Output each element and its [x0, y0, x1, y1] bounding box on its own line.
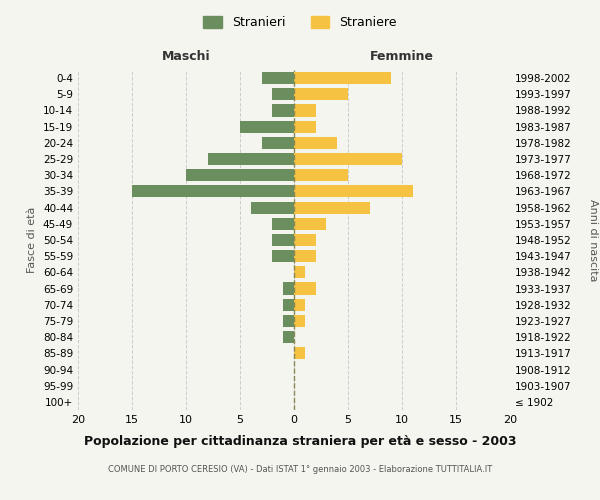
Bar: [283, 298, 294, 311]
Bar: [294, 88, 348, 101]
Bar: [294, 298, 305, 311]
Bar: [272, 104, 294, 117]
Y-axis label: Fasce di età: Fasce di età: [28, 207, 37, 273]
Bar: [294, 153, 402, 165]
Legend: Stranieri, Straniere: Stranieri, Straniere: [198, 11, 402, 34]
Bar: [294, 282, 316, 294]
Text: Maschi: Maschi: [161, 50, 211, 63]
Bar: [262, 72, 294, 84]
Bar: [272, 88, 294, 101]
Bar: [294, 137, 337, 149]
Bar: [208, 153, 294, 165]
Bar: [186, 169, 294, 181]
Bar: [294, 202, 370, 213]
Bar: [272, 250, 294, 262]
Bar: [272, 218, 294, 230]
Bar: [262, 137, 294, 149]
Bar: [294, 315, 305, 327]
Bar: [251, 202, 294, 213]
Y-axis label: Anni di nascita: Anni di nascita: [588, 198, 598, 281]
Bar: [272, 234, 294, 246]
Bar: [283, 331, 294, 343]
Text: Femmine: Femmine: [370, 50, 434, 63]
Bar: [294, 234, 316, 246]
Bar: [283, 282, 294, 294]
Bar: [294, 250, 316, 262]
Text: COMUNE DI PORTO CERESIO (VA) - Dati ISTAT 1° gennaio 2003 - Elaborazione TUTTITA: COMUNE DI PORTO CERESIO (VA) - Dati ISTA…: [108, 465, 492, 474]
Bar: [294, 186, 413, 198]
Bar: [240, 120, 294, 132]
Bar: [132, 186, 294, 198]
Bar: [294, 218, 326, 230]
Bar: [294, 72, 391, 84]
Bar: [294, 169, 348, 181]
Bar: [294, 266, 305, 278]
Bar: [294, 120, 316, 132]
Bar: [283, 315, 294, 327]
Bar: [294, 348, 305, 360]
Text: Popolazione per cittadinanza straniera per età e sesso - 2003: Popolazione per cittadinanza straniera p…: [84, 435, 516, 448]
Bar: [294, 104, 316, 117]
